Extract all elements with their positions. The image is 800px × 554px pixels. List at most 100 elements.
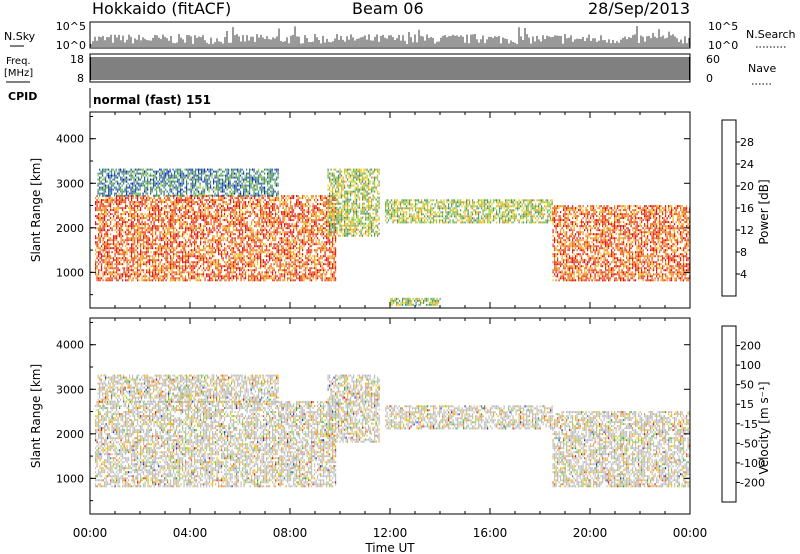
data-cell bbox=[120, 203, 122, 206]
data-cell bbox=[164, 277, 166, 280]
data-cell bbox=[101, 235, 103, 238]
data-cell bbox=[279, 255, 281, 258]
data-cell bbox=[254, 249, 256, 252]
data-cell bbox=[257, 205, 259, 208]
data-cell bbox=[197, 227, 199, 230]
data-cell bbox=[171, 215, 173, 218]
data-cell bbox=[194, 213, 196, 216]
data-cell bbox=[233, 213, 235, 216]
data-cell bbox=[204, 225, 206, 228]
data-cell bbox=[236, 219, 238, 222]
data-cell bbox=[167, 273, 169, 276]
data-cell bbox=[194, 225, 196, 228]
data-cell bbox=[180, 249, 182, 252]
data-cell bbox=[95, 203, 97, 206]
data-cell bbox=[260, 255, 262, 258]
data-cell bbox=[255, 237, 257, 240]
data-cell bbox=[159, 197, 161, 200]
data-cell bbox=[267, 231, 269, 234]
data-cell bbox=[203, 263, 205, 266]
data-cell bbox=[110, 221, 112, 224]
data-cell bbox=[228, 209, 230, 212]
data-cell bbox=[303, 243, 305, 246]
data-cell bbox=[192, 269, 194, 272]
data-cell bbox=[161, 201, 163, 204]
data-cell bbox=[249, 201, 251, 204]
data-cell bbox=[107, 219, 109, 222]
data-cell bbox=[308, 237, 310, 240]
data-cell bbox=[147, 245, 149, 248]
data-cell bbox=[288, 257, 290, 260]
data-cell bbox=[236, 203, 238, 206]
data-cell bbox=[192, 229, 194, 232]
data-cell bbox=[140, 261, 142, 264]
data-cell bbox=[261, 251, 263, 254]
data-cell bbox=[288, 215, 290, 218]
data-cell bbox=[309, 277, 311, 280]
data-cell bbox=[303, 241, 305, 244]
data-cell bbox=[101, 245, 103, 248]
data-cell bbox=[191, 203, 193, 206]
data-cell bbox=[180, 275, 182, 278]
data-cell bbox=[293, 227, 295, 230]
data-cell bbox=[288, 243, 290, 246]
data-cell bbox=[272, 207, 274, 210]
data-cell bbox=[267, 261, 269, 264]
data-cell bbox=[176, 241, 178, 244]
data-cell bbox=[114, 249, 116, 252]
data-cell bbox=[282, 249, 284, 252]
data-cell bbox=[146, 217, 148, 220]
data-cell bbox=[246, 217, 248, 220]
data-cell bbox=[183, 245, 185, 248]
data-cell bbox=[135, 225, 137, 228]
data-cell bbox=[314, 265, 316, 268]
data-cell bbox=[185, 245, 187, 248]
data-cell bbox=[309, 255, 311, 258]
data-cell bbox=[149, 261, 151, 264]
data-cell bbox=[95, 253, 97, 256]
data-cell bbox=[300, 265, 302, 268]
data-cell bbox=[278, 269, 280, 272]
data-cell bbox=[132, 237, 134, 240]
data-cell bbox=[140, 231, 142, 234]
data-cell bbox=[119, 277, 121, 280]
data-cell bbox=[182, 231, 184, 234]
data-cell bbox=[236, 197, 238, 200]
data-cell bbox=[245, 223, 247, 226]
data-cell bbox=[149, 279, 151, 282]
data-cell bbox=[272, 231, 274, 234]
data-cell bbox=[215, 217, 217, 220]
data-cell bbox=[288, 261, 290, 264]
data-cell bbox=[326, 235, 328, 238]
data-cell bbox=[122, 221, 124, 224]
data-cell bbox=[135, 273, 137, 276]
data-cell bbox=[243, 205, 245, 208]
data-cell bbox=[105, 201, 107, 204]
data-cell bbox=[165, 279, 167, 282]
data-cell bbox=[278, 221, 280, 224]
data-cell bbox=[104, 219, 106, 222]
data-cell bbox=[126, 227, 128, 230]
data-cell bbox=[314, 219, 316, 222]
data-cell bbox=[185, 265, 187, 268]
data-cell bbox=[233, 225, 235, 228]
data-cell bbox=[156, 235, 158, 238]
data-cell bbox=[176, 229, 178, 232]
data-cell bbox=[251, 271, 253, 274]
data-cell bbox=[213, 199, 215, 202]
data-cell bbox=[260, 279, 262, 282]
data-cell bbox=[128, 229, 130, 232]
data-cell bbox=[123, 273, 125, 276]
data-cell bbox=[330, 273, 332, 276]
data-cell bbox=[134, 215, 136, 218]
data-cell bbox=[174, 279, 176, 282]
data-cell bbox=[242, 197, 244, 200]
data-cell bbox=[317, 247, 319, 250]
data-cell bbox=[165, 201, 167, 204]
data-cell bbox=[275, 237, 277, 240]
data-cell bbox=[294, 239, 296, 242]
data-cell bbox=[204, 243, 206, 246]
data-cell bbox=[230, 203, 232, 206]
data-cell bbox=[312, 197, 314, 200]
data-cell bbox=[320, 247, 322, 250]
